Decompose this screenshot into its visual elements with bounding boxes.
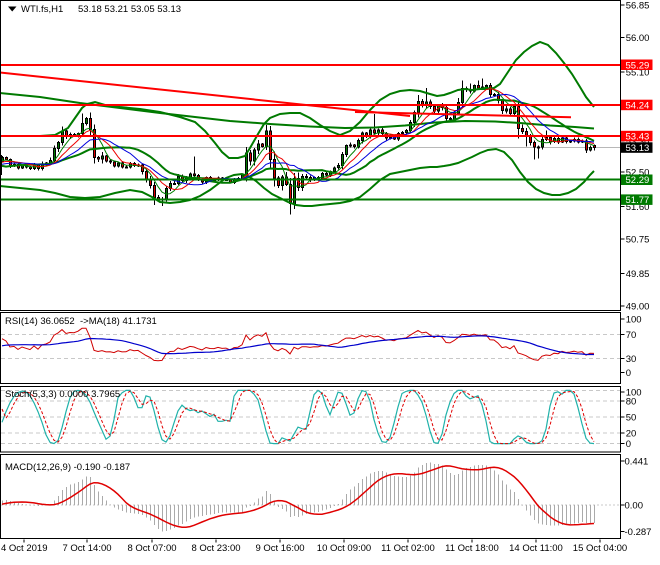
- svg-text:WTI.fs,H1: WTI.fs,H1: [21, 4, 63, 15]
- svg-text:55.10: 55.10: [626, 68, 650, 79]
- svg-text:30: 30: [626, 354, 637, 365]
- svg-text:53.13: 53.13: [626, 143, 650, 154]
- svg-text:51.60: 51.60: [626, 202, 650, 213]
- svg-text:11 Oct 02:00: 11 Oct 02:00: [381, 543, 435, 554]
- svg-text:55.29: 55.29: [626, 60, 650, 71]
- svg-text:51.77: 51.77: [626, 195, 650, 206]
- svg-text:52.50: 52.50: [626, 167, 650, 178]
- svg-text:20: 20: [626, 429, 637, 440]
- svg-text:56.00: 56.00: [626, 33, 650, 44]
- svg-text:8 Oct 23:00: 8 Oct 23:00: [191, 543, 240, 554]
- svg-text:49.85: 49.85: [626, 269, 650, 280]
- svg-text:7 Oct 14:00: 7 Oct 14:00: [62, 543, 111, 554]
- svg-text:53.18 53.21 53.05 53.13: 53.18 53.21 53.05 53.13: [78, 4, 181, 15]
- svg-text:80: 80: [626, 397, 637, 408]
- svg-text:49.00: 49.00: [626, 302, 650, 313]
- svg-text:0.441: 0.441: [625, 457, 649, 468]
- svg-text:RSI(14) 36.0652 ->MA(18) 41.1: RSI(14) 36.0652 ->MA(18) 41.1731: [5, 316, 157, 327]
- svg-text:50: 50: [626, 413, 637, 424]
- svg-text:100: 100: [626, 388, 642, 399]
- svg-text:MACD(12,26,9) -0.190 -0.187: MACD(12,26,9) -0.190 -0.187: [5, 462, 130, 473]
- svg-text:53.43: 53.43: [626, 132, 650, 143]
- svg-text:4 Oct 2019: 4 Oct 2019: [1, 543, 47, 554]
- svg-text:9 Oct 16:00: 9 Oct 16:00: [255, 543, 304, 554]
- svg-text:14 Oct 11:00: 14 Oct 11:00: [509, 543, 563, 554]
- svg-text:15 Oct 04:00: 15 Oct 04:00: [573, 543, 627, 554]
- svg-text:50.75: 50.75: [626, 234, 650, 245]
- svg-text:56.85: 56.85: [626, 1, 650, 12]
- svg-text:52.29: 52.29: [626, 175, 650, 186]
- svg-text:70: 70: [626, 330, 637, 341]
- svg-text:8 Oct 07:00: 8 Oct 07:00: [127, 543, 176, 554]
- svg-text:0.00: 0.00: [625, 501, 644, 512]
- svg-text:100: 100: [626, 315, 642, 326]
- svg-text:Stoch(5,3,3) 0.0000 3.7965: Stoch(5,3,3) 0.0000 3.7965: [5, 389, 120, 400]
- svg-text:54.24: 54.24: [626, 101, 650, 112]
- svg-text:-0.287: -0.287: [625, 527, 652, 538]
- svg-text:0: 0: [626, 368, 631, 379]
- svg-text:10 Oct 09:00: 10 Oct 09:00: [317, 543, 371, 554]
- svg-text:0: 0: [626, 439, 631, 450]
- svg-text:53.30: 53.30: [626, 137, 650, 148]
- svg-text:11 Oct 18:00: 11 Oct 18:00: [445, 543, 499, 554]
